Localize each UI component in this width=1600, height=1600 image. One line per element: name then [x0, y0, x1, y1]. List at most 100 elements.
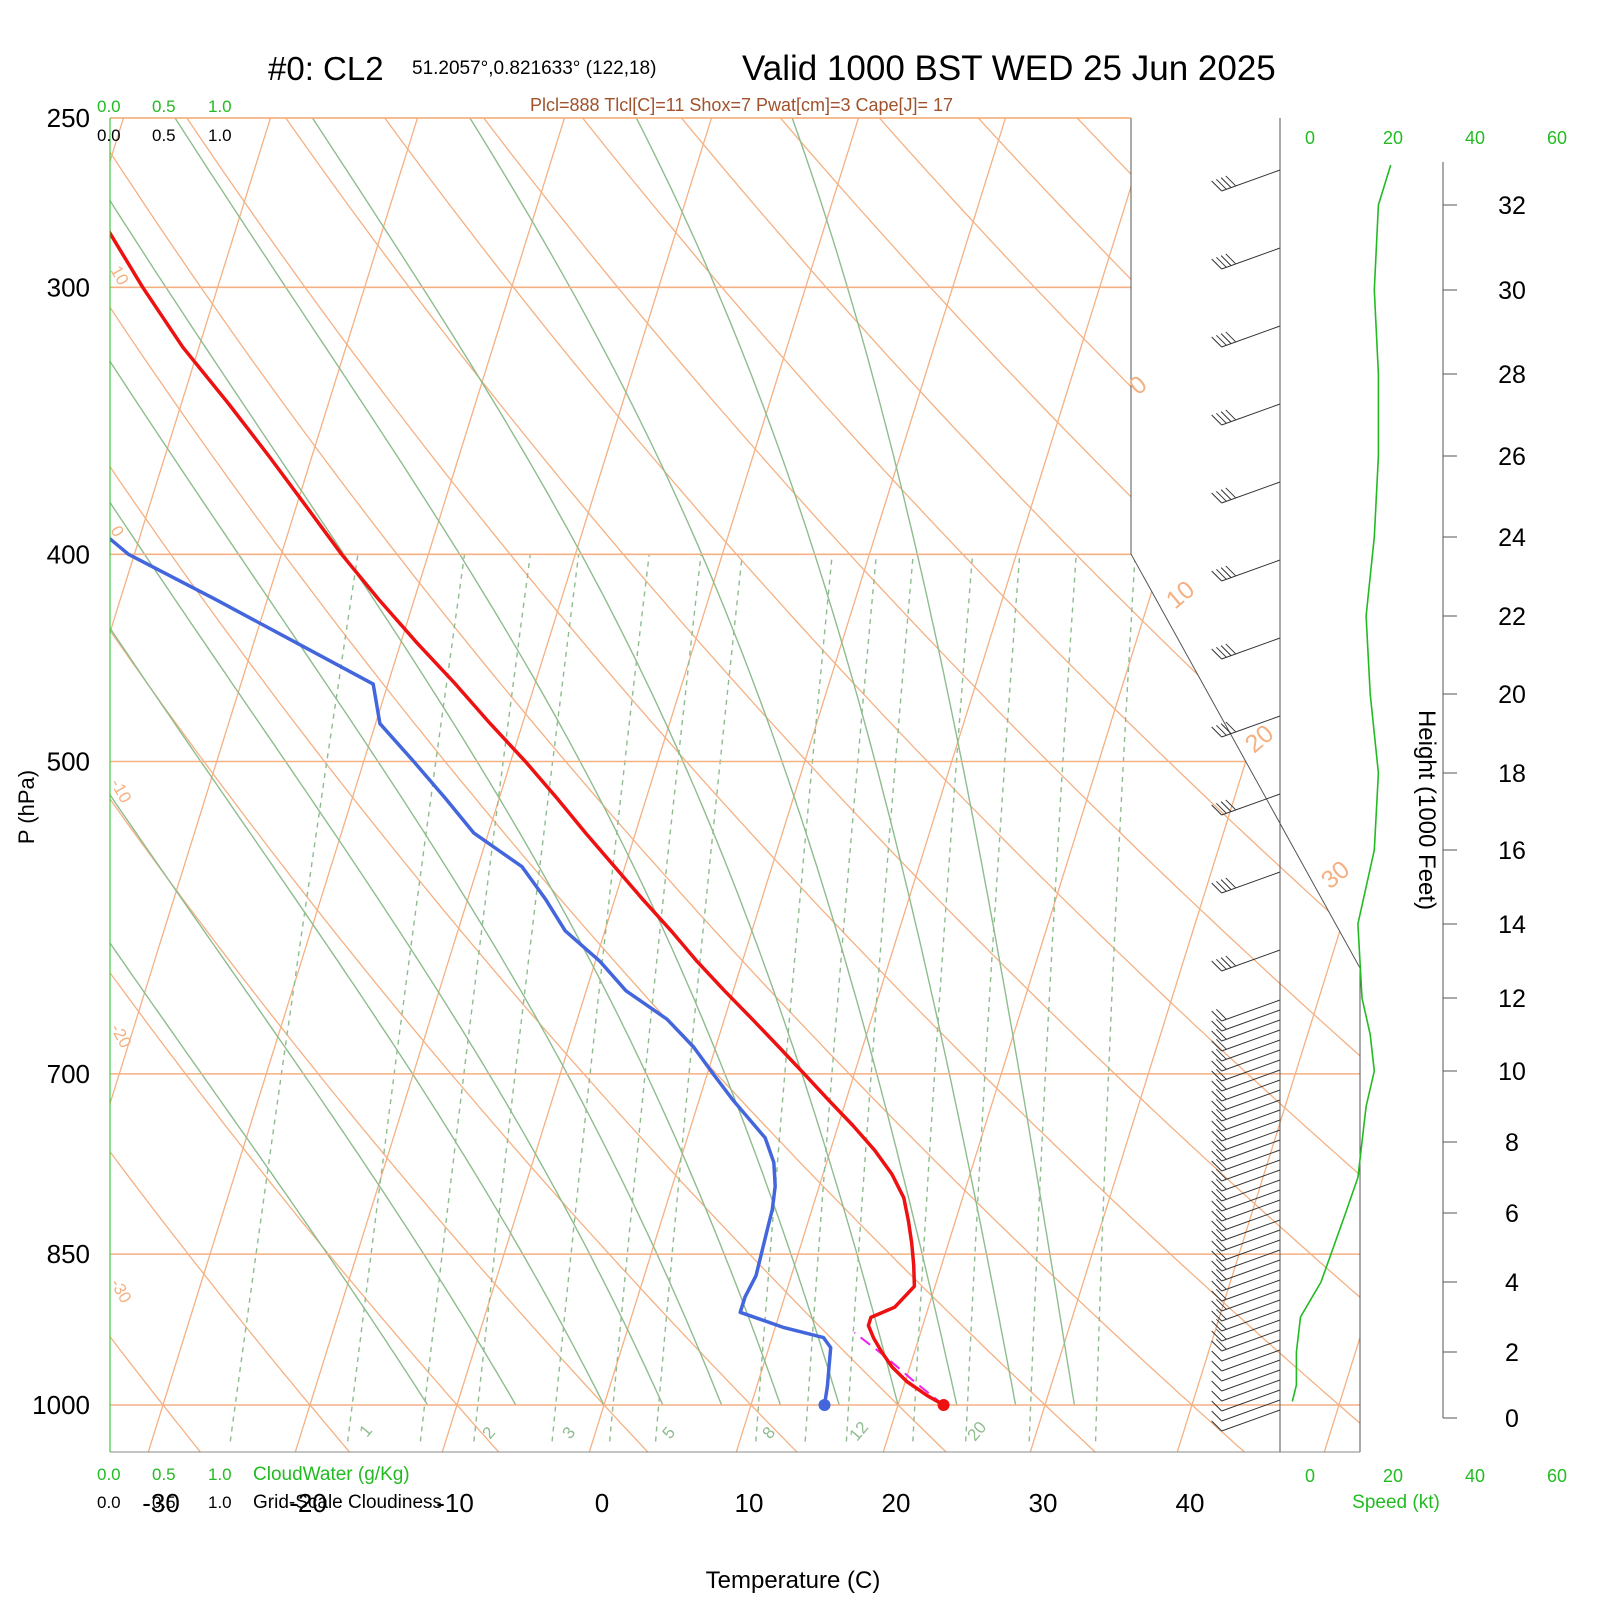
mixing-ratio-line	[551, 554, 650, 1442]
cloudiness-label: Grid-Scale Cloudiness	[253, 1492, 442, 1513]
wind-barb-feather	[1211, 1410, 1223, 1422]
mixing-ratio-line	[347, 554, 466, 1442]
wind-barb	[1211, 1409, 1281, 1432]
isotherm-label: -10	[107, 776, 136, 807]
wind-barb-feather	[1216, 724, 1227, 736]
isotherm-label: -20	[107, 1021, 136, 1052]
wind-barb-feather	[1211, 1320, 1223, 1332]
wind-barb-feather	[1216, 1078, 1227, 1090]
wind-barb	[1211, 403, 1281, 426]
wind-barb-staff	[1221, 1099, 1281, 1122]
wind-speed-line	[1291, 164, 1392, 1402]
wind-barb-staff	[1221, 1049, 1281, 1072]
wind-barb-feather	[1216, 1028, 1227, 1040]
wind-barb-feather	[1216, 646, 1227, 658]
wind-barb-staff	[1221, 1029, 1281, 1052]
wind-barb-staff	[1221, 1329, 1281, 1352]
wind-barb	[1211, 247, 1281, 270]
wind-barb-feather	[1220, 489, 1232, 500]
moist-adiabat-line	[791, 118, 1076, 1406]
wind-barb	[1211, 1169, 1281, 1192]
wind-barb-feather	[1216, 1178, 1227, 1190]
temperature-tick-label: -20	[289, 1488, 327, 1518]
wind-barb	[1211, 1329, 1281, 1352]
wind-barb-feather	[1211, 1260, 1223, 1272]
height-tick-label: 22	[1498, 603, 1526, 631]
height-tick-label: 30	[1498, 277, 1526, 305]
wind-barb-feather	[1220, 645, 1232, 656]
height-tick-label: 8	[1505, 1129, 1519, 1157]
dry-adiabat-label: 10	[1161, 575, 1200, 614]
wind-barb-feather	[1211, 1250, 1223, 1262]
wind-barb	[1211, 1309, 1281, 1332]
height-tick-label: 20	[1498, 681, 1526, 709]
wind-speed-panel	[1279, 118, 1392, 1452]
wind-barb-staff	[1221, 1249, 1281, 1272]
pressure-label-1000: 1000	[32, 1390, 90, 1420]
height-tick-label: 0	[1505, 1405, 1519, 1433]
temperature-tick-label: 10	[735, 1488, 764, 1518]
wind-barb-staff	[1221, 1349, 1281, 1372]
temperature-line	[110, 171, 945, 1407]
isotherm-line	[110, 118, 430, 1452]
wind-barb-feather	[1211, 1390, 1223, 1402]
cloudiness-tick-top-2: 1.0	[208, 126, 232, 145]
wind-barb	[1211, 715, 1281, 738]
isotherm-line	[145, 118, 577, 1452]
height-tick-label: 12	[1498, 985, 1526, 1013]
temperature-tick-label: 20	[882, 1488, 911, 1518]
mixing-ratio-line	[609, 554, 702, 1442]
wind-barb	[1211, 1019, 1281, 1042]
wind-barb-feather	[1211, 1210, 1223, 1222]
wind-barb-staff	[1221, 1039, 1281, 1062]
wind-barb-feather	[1220, 879, 1232, 890]
moist-adiabat-line	[635, 118, 1017, 1406]
isotherm-line	[586, 118, 1018, 1452]
wind-barb-staff	[1221, 1139, 1281, 1162]
wind-barb-staff	[1221, 1109, 1281, 1132]
wind-barb-feather	[1216, 1088, 1227, 1100]
wind-barb-feather	[1225, 331, 1237, 343]
wind-barb	[1211, 1209, 1281, 1232]
height-tick-label: 24	[1498, 524, 1526, 552]
wind-barb-staff	[1221, 1149, 1281, 1172]
stability-indices: Plcl=888 Tlcl[C]=11 Shox=7 Pwat[cm]=3 Ca…	[530, 95, 953, 115]
isotherm-line	[439, 118, 871, 1452]
wind-barb-feather	[1211, 492, 1223, 504]
wind-barb	[1211, 1229, 1281, 1252]
wind-barb-feather	[1225, 799, 1237, 811]
wind-barb	[1211, 1389, 1281, 1412]
wind-barb-feather	[1216, 1168, 1227, 1180]
wind-barb-staff	[1221, 1239, 1281, 1262]
wind-barb-staff	[1221, 715, 1281, 738]
wind-barb-staff	[1221, 793, 1281, 816]
speed-tick-bottom-2: 40	[1465, 1466, 1485, 1486]
dry-adiabat-line	[356, 118, 1360, 1452]
wind-barb-staff	[1221, 1229, 1281, 1252]
wind-barb	[1211, 325, 1281, 348]
temperature-tick-label: -30	[142, 1488, 180, 1518]
parcel-trace	[853, 1331, 945, 1406]
wind-barb-feather	[1216, 1108, 1227, 1120]
wind-barb-feather	[1216, 256, 1227, 268]
wind-barb-staff	[1221, 1069, 1281, 1092]
wind-barb-staff	[1221, 559, 1281, 582]
dry-adiabat-line	[552, 118, 1360, 1452]
dry-adiabat-line	[1139, 118, 1360, 1452]
cloudwater-tick-top-2: 1.0	[208, 97, 232, 116]
wind-barb-feather	[1211, 414, 1223, 426]
wind-barb-feather	[1216, 1228, 1227, 1240]
dewpoint-line	[110, 171, 833, 1406]
moist-adiabat-line	[110, 599, 517, 1406]
wind-barb-feather	[1211, 1300, 1223, 1312]
wind-barb-feather	[1216, 1038, 1227, 1050]
wind-barb-feather	[1220, 255, 1232, 266]
wind-barb	[1211, 1189, 1281, 1212]
wind-barb	[1211, 1039, 1281, 1062]
height-tick-label: 18	[1498, 760, 1526, 788]
wind-barb-feather	[1211, 1110, 1223, 1122]
wind-barb-feather	[1225, 175, 1237, 187]
mixing-ratio-line	[845, 554, 914, 1442]
wind-barb-feather	[1211, 1220, 1223, 1232]
mixing-ratio-line	[804, 554, 878, 1442]
